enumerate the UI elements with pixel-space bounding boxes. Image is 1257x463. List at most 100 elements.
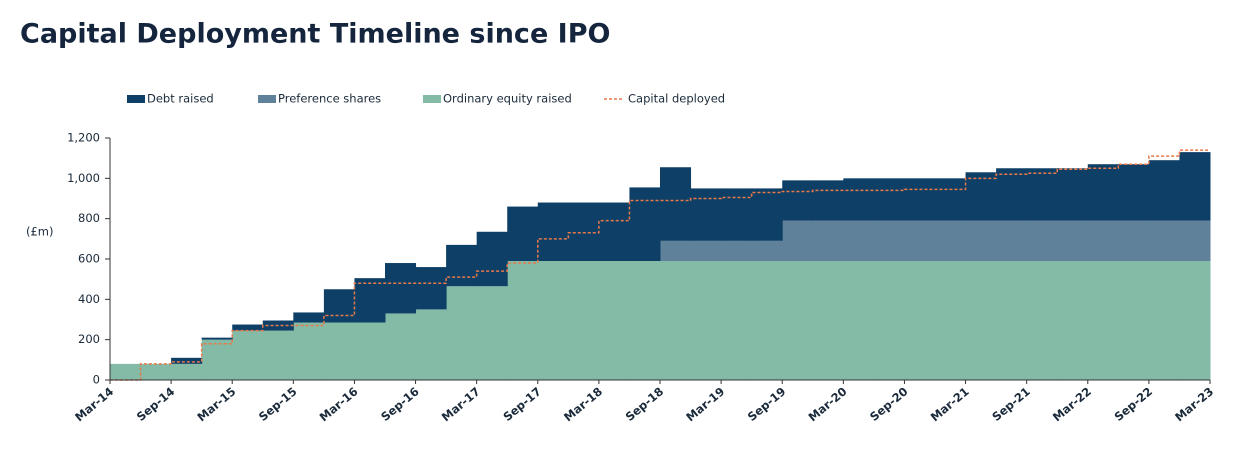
area-step xyxy=(1118,164,1150,221)
area-step xyxy=(965,172,997,221)
area-step xyxy=(1087,220,1119,262)
area-step xyxy=(660,261,692,380)
area-step xyxy=(110,363,142,380)
area-step xyxy=(782,261,814,380)
area-step xyxy=(751,188,783,241)
area-step xyxy=(1148,220,1180,262)
area-step xyxy=(1026,168,1058,221)
area-step xyxy=(1087,261,1119,380)
area-step xyxy=(904,261,936,380)
legend-label: Capital deployed xyxy=(628,92,725,106)
area-step xyxy=(385,313,417,380)
x-tick-label: Sep-18 xyxy=(623,384,667,424)
area-step xyxy=(415,267,447,310)
area-step xyxy=(1057,220,1089,262)
area-step xyxy=(140,363,172,380)
x-tick-label: Sep-20 xyxy=(867,384,911,424)
area-step xyxy=(690,188,722,241)
area-step xyxy=(873,220,905,262)
area-step xyxy=(537,261,569,380)
area-step xyxy=(751,261,783,380)
x-tick-label: Mar-14 xyxy=(72,384,116,424)
y-tick-label: 400 xyxy=(78,292,100,306)
area-step xyxy=(1118,261,1150,380)
area-step xyxy=(721,240,753,262)
area-step xyxy=(660,240,692,262)
area-step xyxy=(1026,261,1058,380)
area-step xyxy=(660,167,692,241)
x-tick-label: Mar-15 xyxy=(194,384,238,424)
x-tick-label: Mar-19 xyxy=(683,384,727,424)
area-step xyxy=(812,220,844,262)
area-step xyxy=(629,187,661,262)
area-step xyxy=(873,178,905,221)
area-step xyxy=(996,168,1028,221)
area-step xyxy=(446,286,478,380)
legend-swatch xyxy=(258,95,276,103)
area-step xyxy=(537,202,569,262)
x-tick-label: Sep-22 xyxy=(1112,384,1156,424)
area-step xyxy=(507,261,539,380)
y-axis-label: (£m) xyxy=(26,225,54,239)
x-tick-label: Mar-22 xyxy=(1050,384,1094,424)
area-step xyxy=(812,261,844,380)
area-step xyxy=(323,322,355,380)
area-step xyxy=(507,206,539,262)
area-step xyxy=(568,202,600,262)
area-step xyxy=(1087,164,1119,221)
area-step xyxy=(904,220,936,262)
legend-label: Debt raised xyxy=(147,92,214,106)
area-step xyxy=(721,261,753,380)
y-tick-label: 0 xyxy=(93,373,100,387)
x-tick-label: Mar-17 xyxy=(439,384,483,424)
area-step xyxy=(935,178,967,221)
area-step xyxy=(1057,261,1089,380)
area-step xyxy=(232,330,264,380)
area-step xyxy=(965,261,997,380)
area-step xyxy=(293,312,325,323)
area-step xyxy=(1148,261,1180,380)
x-tick-label: Mar-16 xyxy=(317,384,361,424)
area-step xyxy=(476,231,508,287)
area-step xyxy=(996,220,1028,262)
x-tick-label: Mar-20 xyxy=(806,384,850,424)
area-step xyxy=(415,309,447,380)
area-step xyxy=(171,363,203,380)
area-step xyxy=(232,324,264,331)
area-step xyxy=(721,188,753,241)
area-step xyxy=(598,261,630,380)
area-step xyxy=(1118,220,1150,262)
x-tick-label: Sep-19 xyxy=(745,384,789,424)
area-step xyxy=(568,261,600,380)
x-tick-label: Sep-15 xyxy=(256,384,300,424)
area-step xyxy=(323,289,355,323)
area-step xyxy=(385,263,417,314)
legend-label: Ordinary equity raised xyxy=(443,92,572,106)
area-step xyxy=(782,220,814,262)
area-step xyxy=(476,286,508,380)
area-step xyxy=(354,322,386,380)
y-tick-label: 1,200 xyxy=(67,131,100,145)
area-step xyxy=(354,278,386,323)
area-step xyxy=(1179,152,1211,221)
y-tick-label: 1,000 xyxy=(67,171,100,185)
area-step xyxy=(904,178,936,221)
x-tick-label: Sep-16 xyxy=(378,384,422,424)
y-tick-label: 600 xyxy=(78,252,100,266)
area-step xyxy=(782,180,814,221)
area-step xyxy=(171,357,203,364)
legend-swatch xyxy=(423,95,441,103)
legend-label: Preference shares xyxy=(278,92,381,106)
area-step xyxy=(843,261,875,380)
area-step xyxy=(629,261,661,380)
area-step xyxy=(965,220,997,262)
area-step xyxy=(690,261,722,380)
chart-title: Capital Deployment Timeline since IPO xyxy=(20,19,610,50)
area-step xyxy=(751,240,783,262)
area-step xyxy=(843,220,875,262)
area-step xyxy=(293,322,325,380)
area-step xyxy=(201,339,233,380)
area-step xyxy=(935,261,967,380)
area-step xyxy=(598,202,630,262)
